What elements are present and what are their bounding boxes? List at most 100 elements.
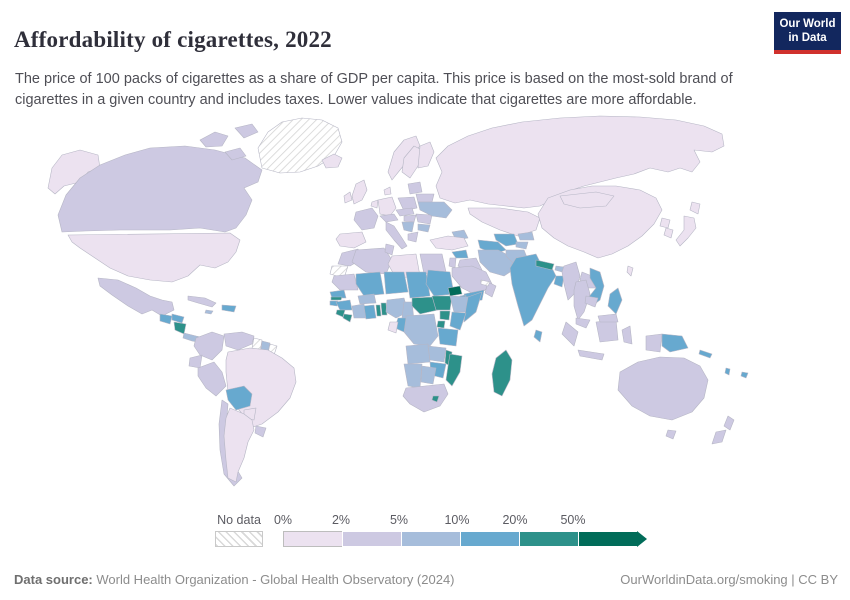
country-taiwan[interactable] [626,265,634,277]
country-senegal[interactable] [329,289,347,299]
country-greece[interactable] [407,231,419,243]
country-syria[interactable] [451,249,469,259]
country-indonesia-sulawesi[interactable] [621,325,633,345]
country-north-korea[interactable] [659,217,671,229]
country-somalia[interactable] [463,291,483,323]
country-thailand[interactable] [573,279,591,321]
country-venezuela[interactable] [223,331,255,351]
country-solomon-islands[interactable] [698,349,713,359]
country-canada-islands[interactable] [199,131,229,148]
country-liberia[interactable] [342,313,353,323]
country-indonesia-sumatra[interactable] [561,321,579,347]
country-uae[interactable] [480,279,491,287]
country-honduras[interactable] [171,313,185,324]
country-cambodia[interactable] [584,295,599,308]
owid-logo[interactable]: Our World in Data [774,12,841,54]
country-malaysia-borneo[interactable] [597,313,619,323]
country-bulgaria[interactable] [417,223,431,233]
country-spain[interactable] [335,231,367,249]
country-vanuatu[interactable] [724,367,731,376]
country-namibia[interactable] [403,363,423,389]
country-malaysia[interactable] [575,317,591,329]
country-indonesia-papua[interactable] [645,333,663,353]
legend-bin-0-2[interactable] [283,531,342,547]
country-peru[interactable] [197,361,227,397]
country-ghana[interactable] [363,304,377,320]
country-ireland[interactable] [343,191,353,204]
country-gabon[interactable] [387,321,399,334]
country-germany[interactable] [377,196,397,217]
country-south-korea[interactable] [663,227,674,239]
country-hungary[interactable] [403,214,417,223]
country-tanzania[interactable] [437,327,459,347]
country-sudan[interactable] [425,269,455,297]
legend-bin-20-50[interactable] [519,531,578,547]
country-russia[interactable] [435,115,725,209]
country-kenya[interactable] [449,311,467,331]
country-kyrgyzstan[interactable] [517,231,535,241]
country-tajikistan[interactable] [515,241,529,250]
country-uganda[interactable] [439,310,451,321]
country-bolivia[interactable] [225,385,253,411]
country-netherlands[interactable] [370,199,379,209]
country-nepal[interactable] [535,259,555,271]
country-madagascar[interactable] [491,349,513,397]
country-eritrea[interactable] [447,285,463,297]
country-serbia[interactable] [401,221,415,233]
country-philippines[interactable] [607,287,623,315]
country-gambia[interactable] [330,296,343,301]
country-tasmania[interactable] [665,429,677,440]
country-united-kingdom[interactable] [351,179,368,205]
country-baltics[interactable] [407,181,423,195]
country-rwanda[interactable] [436,320,446,329]
country-jamaica[interactable] [204,309,214,315]
country-central-african-republic[interactable] [411,296,439,315]
country-jordan[interactable] [448,257,457,269]
country-ukraine[interactable] [417,201,453,219]
country-angola[interactable] [405,343,431,365]
country-greenland[interactable] [257,117,343,174]
country-nicaragua[interactable] [173,321,187,335]
country-new-zealand-north[interactable] [723,415,735,431]
country-czechia[interactable] [395,207,415,217]
legend-bin-10-20[interactable] [460,531,519,547]
country-canada-islands[interactable] [224,147,247,161]
country-kazakhstan[interactable] [467,207,541,237]
country-guatemala[interactable] [159,313,173,325]
country-belarus[interactable] [415,193,435,203]
country-australia[interactable] [617,356,709,421]
country-new-zealand-south[interactable] [711,429,727,445]
country-tunisia[interactable] [384,243,395,256]
credit-link[interactable]: OurWorldinData.org/smoking | CC BY [620,572,838,587]
country-japan-hokkaido[interactable] [689,201,701,215]
country-uruguay[interactable] [254,425,267,438]
country-indonesia-java[interactable] [577,349,605,361]
country-zambia[interactable] [427,345,447,363]
country-mexico[interactable] [97,277,175,317]
country-niger[interactable] [383,271,409,295]
country-united-states[interactable] [67,232,241,283]
country-iceland[interactable] [321,153,343,169]
country-south-africa[interactable] [402,383,449,413]
country-ecuador[interactable] [188,354,203,369]
country-colombia[interactable] [193,331,225,361]
country-france[interactable] [353,207,379,231]
country-papua-new-guinea[interactable] [661,333,689,353]
country-canada-islands[interactable] [234,123,259,139]
country-saudi-arabia[interactable] [451,265,493,297]
country-poland[interactable] [397,196,418,212]
country-turkey[interactable] [429,235,469,251]
country-denmark[interactable] [383,186,392,196]
country-romania[interactable] [415,213,433,225]
country-mozambique[interactable] [445,353,463,387]
country-uzbekistan[interactable] [493,233,519,247]
country-cuba[interactable] [187,295,217,308]
country-haiti[interactable] [221,304,237,313]
country-italy[interactable] [385,221,408,250]
country-chad[interactable] [405,271,431,299]
country-benin[interactable] [380,302,388,316]
country-japan[interactable] [675,215,697,247]
country-fiji[interactable] [740,371,749,379]
no-data-swatch[interactable] [215,531,263,547]
country-bangladesh[interactable] [553,275,565,288]
